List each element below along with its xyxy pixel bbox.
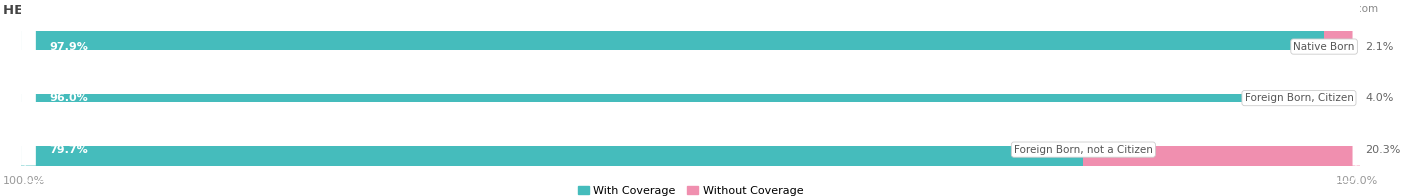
Text: Foreign Born, Citizen: Foreign Born, Citizen (1244, 93, 1354, 103)
Bar (21, 50, 1360, 82)
Bar (25, 118, 1084, 181)
FancyBboxPatch shape (1353, 134, 1361, 166)
Text: Foreign Born, not a Citizen: Foreign Born, not a Citizen (1014, 145, 1153, 155)
Text: 96.0%: 96.0% (49, 93, 87, 103)
Text: 79.7%: 79.7% (49, 145, 87, 155)
Bar (1084, 118, 1360, 181)
FancyBboxPatch shape (21, 31, 35, 63)
Text: 100.0%: 100.0% (1336, 176, 1378, 186)
FancyBboxPatch shape (25, 118, 1355, 181)
Bar (21, 63, 1360, 94)
FancyBboxPatch shape (25, 118, 1355, 181)
FancyBboxPatch shape (25, 15, 1355, 79)
Legend: With Coverage, Without Coverage: With Coverage, Without Coverage (578, 186, 803, 196)
Text: 2.1%: 2.1% (1365, 42, 1393, 52)
Text: Native Born: Native Born (1294, 42, 1355, 52)
FancyBboxPatch shape (25, 15, 1355, 79)
Bar (21, 15, 1324, 79)
FancyBboxPatch shape (25, 66, 1355, 130)
Text: HEALTH INSURANCE COVERAGE BY CITIZENSHIP STATUS IN LEE COUNTY: HEALTH INSURANCE COVERAGE BY CITIZENSHIP… (3, 4, 537, 17)
Bar (21, 166, 1360, 196)
Bar (25, 66, 1299, 130)
FancyBboxPatch shape (21, 134, 35, 166)
Bar (21, 102, 1360, 134)
Bar (1299, 66, 1360, 130)
Bar (21, 0, 1360, 31)
Text: 20.3%: 20.3% (1365, 145, 1400, 155)
Text: 100.0%: 100.0% (3, 176, 45, 186)
Text: 97.9%: 97.9% (49, 42, 89, 52)
FancyBboxPatch shape (1353, 31, 1361, 63)
Bar (1324, 15, 1360, 79)
FancyBboxPatch shape (25, 66, 1355, 130)
Bar (21, 114, 1360, 146)
FancyBboxPatch shape (1353, 82, 1361, 114)
Text: Source: ZipAtlas.com: Source: ZipAtlas.com (1267, 4, 1378, 14)
Bar (25, 15, 1324, 79)
Bar (21, 118, 1084, 181)
Bar (21, 66, 1299, 130)
FancyBboxPatch shape (21, 82, 35, 114)
Text: 4.0%: 4.0% (1365, 93, 1393, 103)
